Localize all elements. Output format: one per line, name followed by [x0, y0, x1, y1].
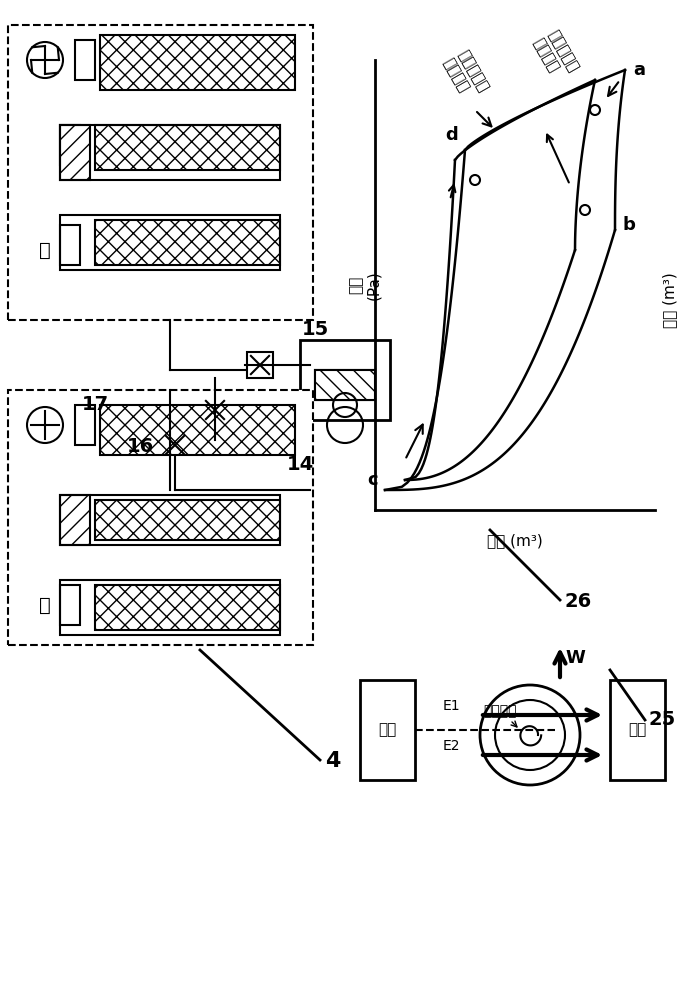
Text: E2: E2: [443, 739, 460, 753]
Text: 17: 17: [81, 395, 109, 414]
Text: 16: 16: [126, 437, 154, 456]
FancyBboxPatch shape: [60, 125, 90, 180]
Text: 热源: 热源: [378, 722, 396, 738]
FancyBboxPatch shape: [60, 125, 80, 165]
Text: 目前能耗: 目前能耗: [484, 704, 517, 718]
FancyBboxPatch shape: [60, 495, 90, 545]
FancyBboxPatch shape: [95, 500, 280, 540]
Text: 体积 (m³): 体积 (m³): [487, 533, 543, 548]
FancyBboxPatch shape: [8, 390, 313, 645]
FancyBboxPatch shape: [75, 405, 95, 445]
FancyBboxPatch shape: [95, 125, 280, 170]
FancyBboxPatch shape: [95, 220, 280, 265]
FancyBboxPatch shape: [162, 432, 188, 458]
Text: c: c: [367, 471, 378, 489]
Text: 🍃: 🍃: [39, 240, 51, 259]
Text: 25: 25: [648, 710, 675, 729]
Text: 八次转换的
差速循环: 八次转换的 差速循环: [440, 47, 491, 103]
FancyBboxPatch shape: [202, 397, 228, 423]
Text: W: W: [565, 649, 585, 667]
Text: 压力
(Pa): 压力 (Pa): [349, 270, 381, 300]
FancyBboxPatch shape: [60, 585, 80, 625]
FancyBboxPatch shape: [300, 340, 390, 420]
FancyBboxPatch shape: [315, 370, 375, 400]
Text: 四次转换的
差速循环: 四次转换的 差速循环: [530, 27, 581, 83]
FancyBboxPatch shape: [95, 585, 280, 630]
Text: 冷源: 冷源: [628, 722, 646, 738]
Text: b: b: [623, 216, 636, 234]
FancyBboxPatch shape: [315, 370, 375, 400]
Text: 15: 15: [301, 320, 329, 339]
Text: E1: E1: [443, 699, 460, 713]
FancyBboxPatch shape: [8, 25, 313, 320]
FancyBboxPatch shape: [360, 680, 415, 780]
FancyBboxPatch shape: [610, 680, 665, 780]
Text: 🍃: 🍃: [39, 595, 51, 614]
Text: 4: 4: [325, 751, 340, 771]
FancyBboxPatch shape: [75, 40, 95, 80]
FancyBboxPatch shape: [247, 352, 273, 378]
Text: a: a: [633, 61, 645, 79]
Text: d: d: [445, 126, 458, 144]
FancyBboxPatch shape: [60, 225, 80, 265]
Text: 体积 (m³): 体积 (m³): [663, 272, 678, 328]
FancyBboxPatch shape: [100, 35, 295, 90]
Text: 26: 26: [565, 592, 592, 611]
FancyBboxPatch shape: [100, 405, 295, 455]
Text: 14: 14: [286, 455, 313, 474]
